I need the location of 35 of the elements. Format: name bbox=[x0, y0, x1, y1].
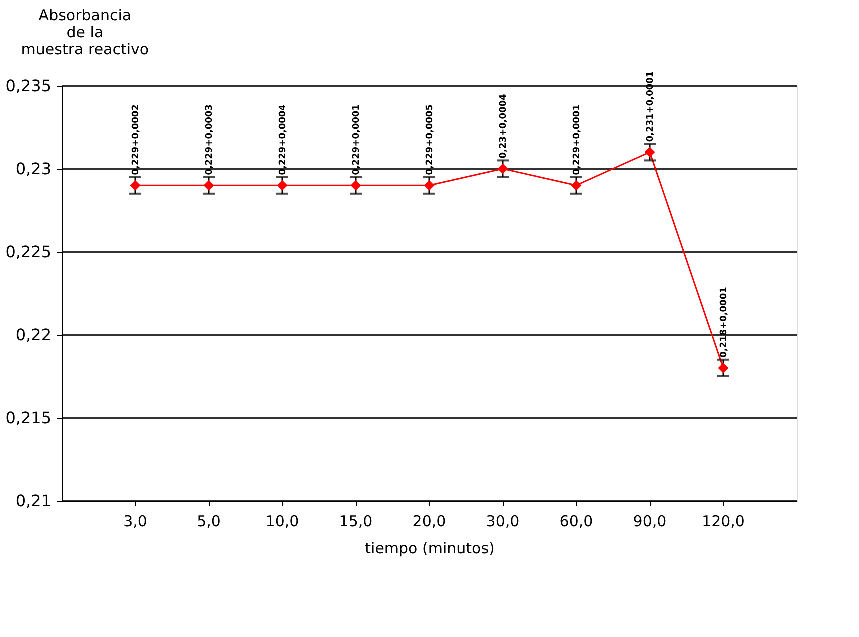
data-label: 0,229+0,0001 bbox=[572, 104, 582, 176]
x-tick-label: 15,0 bbox=[339, 512, 373, 530]
point bbox=[277, 180, 288, 191]
data-label: 0,23+0,0004 bbox=[499, 94, 509, 159]
y-tick-label: 0,23 bbox=[16, 160, 52, 178]
point bbox=[204, 180, 214, 191]
y-tick-label: 0,22 bbox=[16, 326, 52, 344]
data-label: 0,218+0,0001 bbox=[720, 287, 730, 358]
data-label: 0,229+0,0001 bbox=[352, 104, 362, 176]
x-tick-label: 3,0 bbox=[124, 512, 148, 530]
point bbox=[424, 180, 435, 191]
x-tick-label: 90,0 bbox=[633, 512, 667, 530]
y-tick-label: 0,215 bbox=[6, 408, 52, 428]
point bbox=[718, 362, 729, 374]
data-label: 0,229+0,0002 bbox=[132, 104, 142, 176]
x-tick-label: 20,0 bbox=[412, 512, 446, 530]
x-tick-label: 5,0 bbox=[197, 512, 221, 530]
x-tick-label: 60,0 bbox=[560, 512, 594, 530]
x-tick-label: 120,0 bbox=[702, 512, 745, 530]
x-tick-label: 10,0 bbox=[266, 512, 300, 530]
point bbox=[498, 164, 508, 174]
y-axis-title: Absorbancia de la muestra reactivo bbox=[21, 6, 150, 58]
y-tick-label: 0,225 bbox=[6, 242, 52, 262]
data-label: 0,229+0,0003 bbox=[205, 104, 215, 176]
x-tick-label: 30,0 bbox=[486, 512, 520, 530]
y-tick-label: 0,21 bbox=[16, 492, 52, 510]
point bbox=[644, 147, 656, 158]
point bbox=[130, 180, 141, 191]
x-axis-title: tiempo (minutos) bbox=[365, 540, 495, 558]
data-label: 0,229+0,0005 bbox=[426, 104, 436, 176]
point bbox=[571, 180, 582, 191]
data-label: 0,229+0,0004 bbox=[278, 104, 288, 176]
data-label: 0,231+0,0001 bbox=[646, 71, 656, 142]
point bbox=[350, 180, 362, 191]
y-tick-label: 0,235 bbox=[6, 76, 52, 96]
